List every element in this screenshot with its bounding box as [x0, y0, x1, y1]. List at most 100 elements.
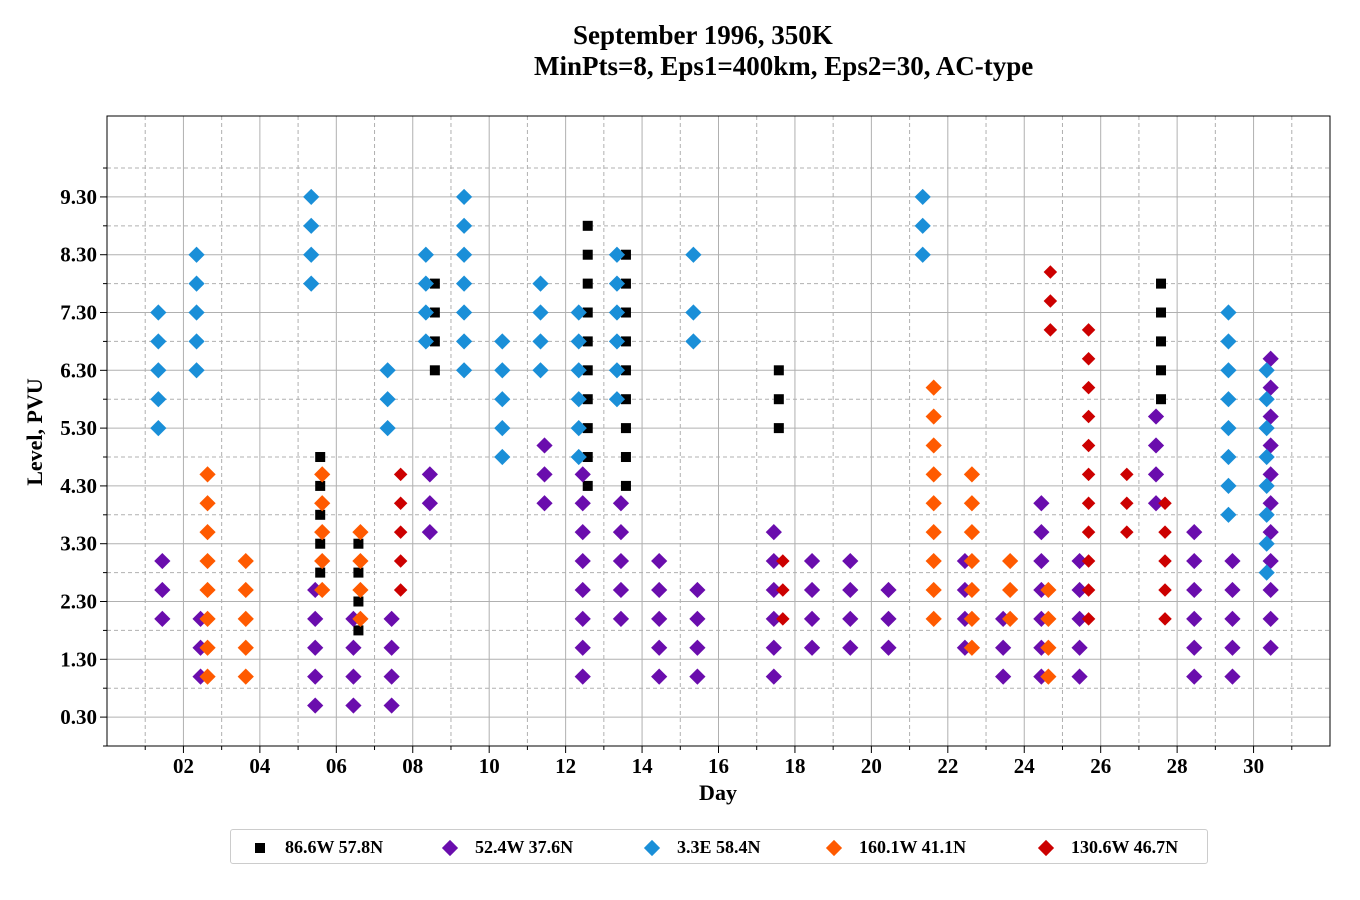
- data-point: [608, 304, 626, 321]
- data-point: [1040, 639, 1057, 656]
- data-point: [842, 552, 859, 570]
- data-point: [1156, 307, 1167, 318]
- data-point: [608, 391, 626, 408]
- data-point: [393, 554, 408, 568]
- y-tick-label: 0.30: [60, 705, 97, 729]
- legend-label: 160.1W 41.1N: [859, 837, 967, 857]
- data-point: [383, 610, 400, 627]
- data-point: [842, 639, 859, 656]
- data-point: [608, 362, 626, 379]
- data-point: [574, 524, 591, 541]
- data-point: [1156, 278, 1167, 289]
- legend-item: 52.4W 37.6N: [439, 830, 573, 865]
- data-point: [1081, 352, 1096, 366]
- data-point: [963, 495, 981, 512]
- data-point: [199, 668, 216, 685]
- data-point: [914, 246, 931, 263]
- data-point: [314, 466, 331, 483]
- data-point: [532, 304, 549, 321]
- data-point: [1224, 639, 1241, 656]
- data-point: [150, 391, 167, 408]
- x-tick-label: 22: [937, 754, 958, 778]
- data-point: [1081, 612, 1096, 626]
- data-point: [1262, 466, 1279, 483]
- data-point: [608, 246, 626, 263]
- legend-item: 86.6W 57.8N: [249, 830, 383, 865]
- data-point: [345, 697, 362, 714]
- data-point: [315, 567, 326, 578]
- data-point: [1071, 552, 1088, 570]
- series-3: [150, 188, 1275, 581]
- data-point: [1258, 477, 1275, 495]
- data-point: [237, 610, 254, 627]
- data-point: [582, 307, 593, 318]
- data-point: [417, 333, 434, 350]
- data-point: [1156, 394, 1167, 405]
- data-point: [612, 495, 630, 512]
- data-point: [1262, 495, 1279, 512]
- y-tick-label: 6.30: [60, 358, 97, 382]
- data-point: [582, 394, 593, 405]
- x-tick-label: 24: [1014, 754, 1036, 778]
- legend-marker-icon: [825, 839, 843, 856]
- data-point: [345, 668, 362, 685]
- data-point: [1262, 350, 1279, 367]
- data-point: [315, 480, 326, 491]
- data-point: [1081, 496, 1096, 510]
- data-point: [188, 304, 205, 321]
- data-point: [150, 362, 167, 379]
- data-point: [307, 639, 324, 656]
- data-point: [353, 538, 364, 549]
- data-point: [995, 668, 1012, 685]
- data-point: [925, 437, 942, 454]
- data-point: [307, 697, 324, 714]
- data-point: [963, 524, 981, 541]
- data-point: [1071, 610, 1088, 627]
- data-point: [307, 668, 324, 685]
- data-point: [1220, 333, 1237, 350]
- data-point: [417, 275, 434, 292]
- data-point: [689, 581, 706, 599]
- data-point: [1186, 524, 1203, 541]
- data-point: [352, 581, 369, 599]
- data-point: [776, 612, 790, 626]
- data-point: [1081, 525, 1096, 539]
- chart-title-line-2: MinPts=8, Eps1=400km, Eps2=30, AC-type: [534, 51, 1034, 81]
- data-point: [963, 581, 981, 599]
- legend-marker-shape: [1037, 839, 1055, 856]
- y-tick-label: 3.30: [60, 532, 97, 556]
- y-tick-label: 2.30: [60, 590, 97, 614]
- legend-label: 52.4W 37.6N: [475, 837, 574, 857]
- data-point: [199, 581, 216, 599]
- data-point: [570, 420, 587, 437]
- data-point: [689, 668, 706, 685]
- legend-label: 130.6W 46.7N: [1071, 837, 1179, 857]
- x-axis-label: Day: [699, 780, 737, 805]
- data-point: [1033, 552, 1050, 570]
- data-point: [1147, 408, 1165, 425]
- data-point: [803, 610, 821, 627]
- data-point: [494, 420, 511, 437]
- data-point: [353, 596, 364, 607]
- data-point: [620, 452, 631, 463]
- data-point: [383, 697, 400, 714]
- data-point: [188, 246, 205, 263]
- data-point: [345, 639, 362, 656]
- data-point: [925, 552, 942, 570]
- data-point: [620, 278, 631, 289]
- data-point: [379, 420, 396, 437]
- data-point: [620, 307, 631, 318]
- data-point: [150, 420, 167, 437]
- data-point: [1262, 581, 1279, 599]
- data-point: [651, 610, 668, 627]
- data-point: [776, 583, 790, 597]
- data-point: [154, 581, 171, 599]
- data-point: [620, 423, 631, 434]
- data-point: [532, 333, 549, 350]
- data-point: [429, 278, 440, 289]
- data-point: [1258, 391, 1275, 408]
- data-point: [1262, 437, 1279, 454]
- x-tick-label: 18: [784, 754, 805, 778]
- legend-label: 86.6W 57.8N: [285, 837, 384, 857]
- series-4: [199, 379, 1057, 685]
